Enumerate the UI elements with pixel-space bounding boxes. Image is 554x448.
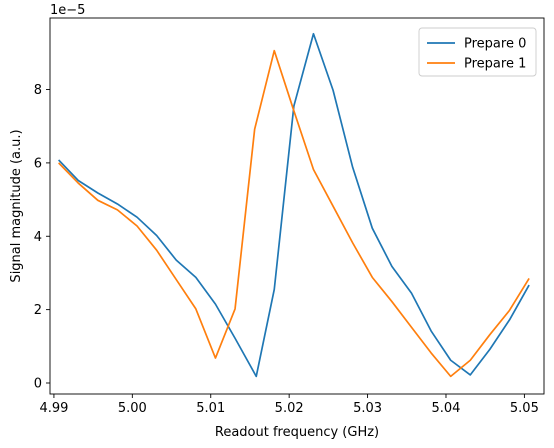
y-offset-label: 1e−5: [50, 3, 85, 18]
series-line-1: [58, 49, 530, 378]
y-tick-label: 8: [34, 83, 42, 98]
x-tick-label: 5.01: [196, 401, 225, 416]
x-axis: 4.99 5.00 5.01 5.02 5.03 5.04 5.05: [39, 394, 539, 416]
x-tick-label: 5.05: [510, 401, 539, 416]
legend-box: [418, 27, 537, 77]
x-tick-label: 5.04: [432, 401, 461, 416]
x-tick-label: 5.00: [118, 401, 147, 416]
plot-lines: [58, 32, 530, 378]
series-line-0: [58, 32, 530, 378]
legend: Prepare 0 Prepare 1: [418, 27, 537, 77]
legend-entry-1: Prepare 1: [464, 57, 526, 72]
x-tick-label: 5.02: [275, 401, 304, 416]
y-tick-label: 0: [34, 376, 42, 391]
y-tick-label: 6: [34, 156, 42, 171]
x-axis-label: Readout frequency (GHz): [215, 425, 379, 440]
y-axis-label: Signal magnitude (a.u.): [9, 129, 24, 282]
legend-entry-0: Prepare 0: [464, 37, 526, 52]
plot-frame: [49, 17, 545, 395]
y-tick-label: 2: [34, 303, 42, 318]
x-tick-label: 4.99: [39, 401, 68, 416]
y-axis: 0 2 4 6 8: [34, 83, 50, 391]
x-tick-label: 5.03: [353, 401, 382, 416]
y-tick-label: 4: [34, 230, 42, 245]
